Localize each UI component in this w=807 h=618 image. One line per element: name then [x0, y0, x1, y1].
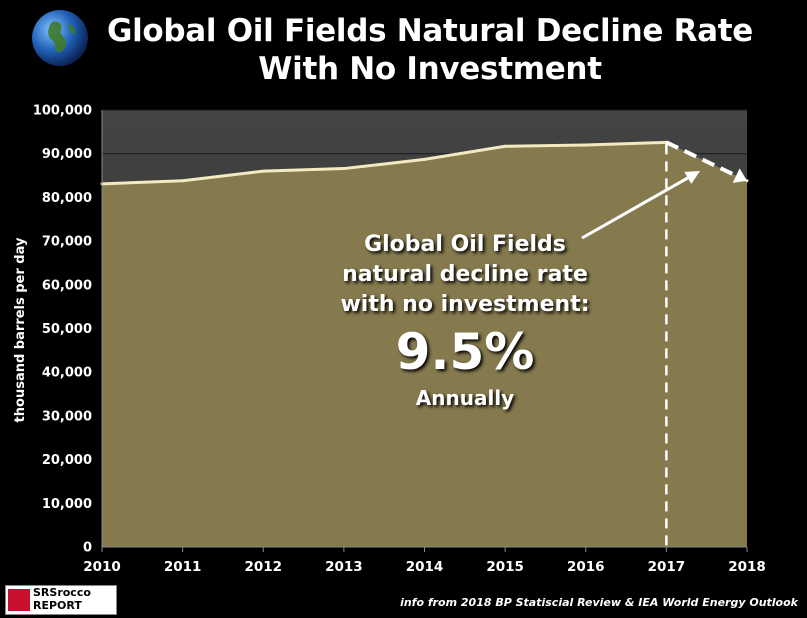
data-point-2011	[181, 179, 185, 183]
x-tick-label: 2010	[83, 559, 121, 575]
x-tick-label: 2013	[325, 559, 363, 575]
y-tick-label: 40,000	[42, 366, 92, 381]
x-tick-label: 2017	[648, 559, 686, 575]
y-tick-label: 20,000	[42, 453, 92, 468]
x-tick-label: 2011	[164, 559, 202, 575]
annotation-line-1: Global Oil Fields	[364, 232, 566, 257]
y-tick-label: 30,000	[42, 409, 92, 424]
annotation-line-2: natural decline rate	[342, 262, 588, 287]
data-point-2015	[503, 144, 507, 148]
annotation-pointer-line	[581, 176, 689, 240]
x-tick-label: 2014	[406, 559, 444, 575]
data-point-2012	[261, 169, 265, 173]
y-tick-label: 70,000	[42, 235, 92, 250]
y-axis-label: thousand barrels per day	[13, 237, 28, 422]
logo-text-top: SRSrocco	[33, 586, 91, 599]
decline-annotation: Global Oil Fields natural decline rate w…	[300, 230, 630, 412]
srsrocco-logo: SRSrocco REPORT	[5, 585, 117, 615]
x-tick-label: 2015	[486, 559, 524, 575]
logo-emblem-icon	[8, 589, 30, 611]
source-note: info from 2018 BP Statiscial Review & IE…	[400, 596, 798, 609]
chart-title: Global Oil Fields Natural Decline Rate W…	[60, 12, 800, 88]
production-area	[102, 142, 747, 547]
title-line-2: With No Investment	[258, 51, 602, 87]
decline-rate-value: 9.5%	[395, 323, 535, 381]
globe-icon	[30, 8, 90, 68]
projection-dashed-line	[665, 140, 738, 178]
projection-arrowhead	[732, 168, 747, 183]
y-tick-label: 60,000	[42, 278, 92, 293]
production-line	[101, 140, 667, 186]
y-tick-label: 50,000	[42, 322, 92, 337]
title-line-1: Global Oil Fields Natural Decline Rate	[106, 13, 754, 49]
x-tick-label: 2012	[244, 559, 282, 575]
x-tick-label: 2018	[728, 559, 766, 575]
annotation-period: Annually	[415, 386, 515, 410]
y-tick-label: 90,000	[42, 147, 92, 162]
data-point-2014	[423, 157, 426, 161]
y-tick-label: 80,000	[42, 191, 92, 206]
y-tick-label: 100,000	[33, 104, 92, 119]
annotation-line-3: with no investment:	[340, 292, 590, 317]
annotation-pointer-arrowhead	[684, 171, 700, 184]
y-tick-label: 0	[83, 541, 92, 556]
y-tick-label: 10,000	[42, 497, 92, 512]
logo-text-bottom: REPORT	[33, 599, 82, 612]
data-point-2016	[584, 143, 588, 147]
data-point-2013	[342, 167, 346, 171]
x-tick-label: 2016	[567, 559, 605, 575]
